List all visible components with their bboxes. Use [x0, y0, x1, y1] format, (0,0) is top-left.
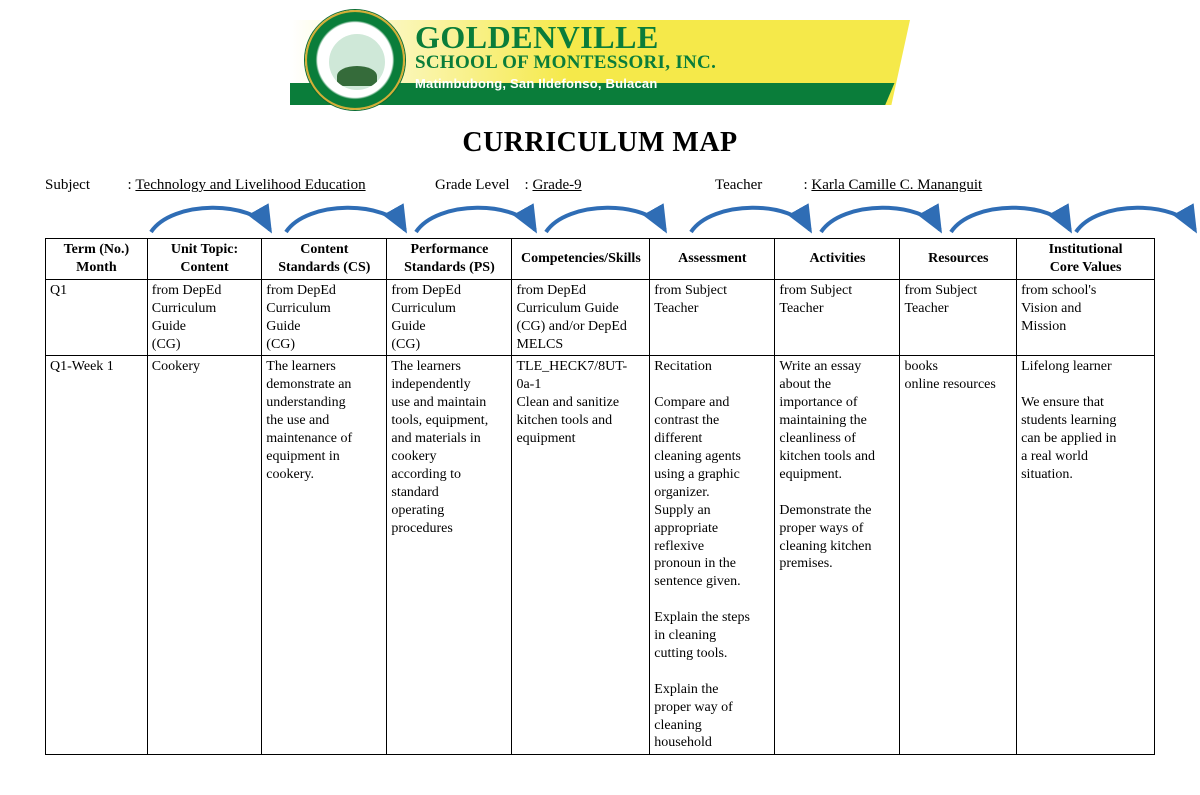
banner-text-block: GOLDENVILLE SCHOOL OF MONTESSORI, INC. M…: [415, 22, 716, 91]
meta-teacher-label: Teacher :: [715, 177, 811, 194]
meta-grade-label: Grade Level :: [435, 177, 532, 194]
school-name: GOLDENVILLE: [415, 22, 716, 52]
table-cell: from DepEd Curriculum Guide (CG): [262, 279, 387, 356]
table-row: Q1from DepEd Curriculum Guide (CG)from D…: [46, 279, 1155, 356]
seal-inner-icon: [329, 34, 385, 90]
flow-arrow-icon: [410, 196, 545, 236]
meta-teacher-value: Karla Camille C. Mananguit: [811, 177, 982, 194]
school-address: Matimbubong, San Ildefonso, Bulacan: [415, 76, 716, 91]
table-header-cell: Performance Standards (PS): [387, 239, 512, 280]
table-header-cell: Unit Topic: Content: [147, 239, 262, 280]
table-cell: books online resources: [900, 356, 1017, 755]
school-banner: GOLDENVILLE SCHOOL OF MONTESSORI, INC. M…: [290, 10, 910, 115]
flow-arrow-icon: [145, 196, 280, 236]
meta-teacher: Teacher : Karla Camille C. Mananguit: [715, 177, 982, 194]
table-header-cell: Resources: [900, 239, 1017, 280]
meta-subject-value: Technology and Livelihood Education: [135, 177, 365, 194]
table-cell: from DepEd Curriculum Guide (CG): [387, 279, 512, 356]
flow-arrow-icon: [685, 196, 820, 236]
table-cell: The learners independently use and maint…: [387, 356, 512, 755]
meta-grade: Grade Level : Grade-9: [435, 177, 715, 194]
flow-arrow-icon: [1070, 196, 1200, 236]
flow-arrows: [45, 194, 1155, 238]
table-cell: from Subject Teacher: [650, 279, 775, 356]
school-subtitle: SCHOOL OF MONTESSORI, INC.: [415, 52, 716, 74]
table-cell: from DepEd Curriculum Guide (CG) and/or …: [512, 279, 650, 356]
table-cell: Q1-Week 1: [46, 356, 148, 755]
table-cell: The learners demonstrate an understandin…: [262, 356, 387, 755]
meta-grade-value: Grade-9: [532, 177, 581, 194]
table-cell: Q1: [46, 279, 148, 356]
table-header-row: Term (No.) MonthUnit Topic: ContentConte…: [46, 239, 1155, 280]
school-seal-icon: [305, 10, 405, 110]
table-header-cell: Activities: [775, 239, 900, 280]
flow-arrow-icon: [815, 196, 950, 236]
table-cell: from DepEd Curriculum Guide (CG): [147, 279, 262, 356]
meta-subject: Subject : Technology and Livelihood Educ…: [45, 177, 435, 194]
table-cell: Write an essay about the importance of m…: [775, 356, 900, 755]
curriculum-table: Term (No.) MonthUnit Topic: ContentConte…: [45, 238, 1155, 755]
flow-arrow-icon: [540, 196, 675, 236]
table-header-cell: Assessment: [650, 239, 775, 280]
flow-arrow-icon: [280, 196, 415, 236]
page-title: CURRICULUM MAP: [0, 127, 1200, 159]
table-header-cell: Competencies/Skills: [512, 239, 650, 280]
table-cell: Lifelong learner We ensure that students…: [1017, 356, 1155, 755]
table-cell: from school's Vision and Mission: [1017, 279, 1155, 356]
table-body: Q1from DepEd Curriculum Guide (CG)from D…: [46, 279, 1155, 755]
table-row: Q1-Week 1CookeryThe learners demonstrate…: [46, 356, 1155, 755]
table-cell: TLE_HECK7/8UT- 0a-1 Clean and sanitize k…: [512, 356, 650, 755]
table-cell: Recitation Compare and contrast the diff…: [650, 356, 775, 755]
table-header-cell: Institutional Core Values: [1017, 239, 1155, 280]
meta-row: Subject : Technology and Livelihood Educ…: [45, 177, 1155, 194]
table-header-cell: Content Standards (CS): [262, 239, 387, 280]
table-cell: from Subject Teacher: [900, 279, 1017, 356]
flow-arrow-icon: [945, 196, 1080, 236]
table-header-cell: Term (No.) Month: [46, 239, 148, 280]
meta-subject-label: Subject :: [45, 177, 135, 194]
table-cell: Cookery: [147, 356, 262, 755]
table-cell: from Subject Teacher: [775, 279, 900, 356]
